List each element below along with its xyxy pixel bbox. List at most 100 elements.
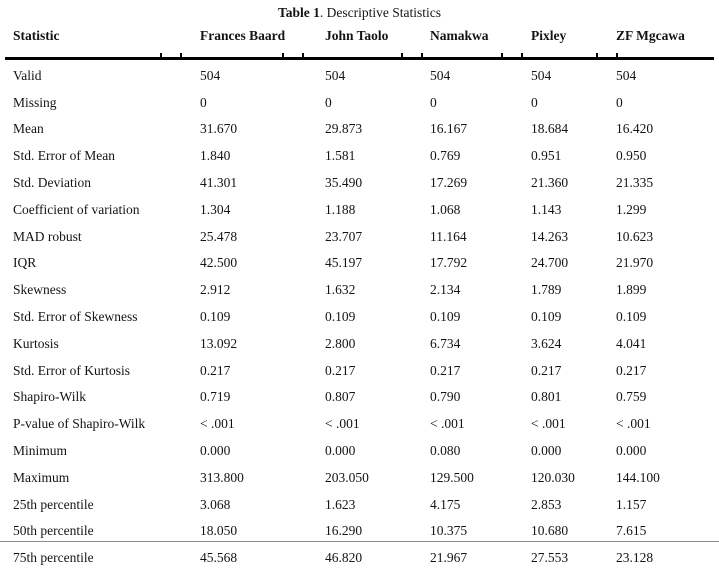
column-border-tick <box>160 53 162 57</box>
row-value: 1.899 <box>616 282 647 298</box>
row-value: 41.301 <box>200 175 238 191</box>
row-value: 0 <box>616 94 623 110</box>
row-value: 0.217 <box>430 362 461 378</box>
row-value: 0.217 <box>325 362 356 378</box>
header-rule <box>5 53 714 60</box>
table-row: 50th percentile 18.050 16.290 10.375 10.680 7… <box>0 517 719 544</box>
row-value: 0.217 <box>200 362 231 378</box>
row-value: 0.109 <box>200 308 231 324</box>
row-value: 504 <box>325 67 346 83</box>
row-value: 3.624 <box>531 335 562 351</box>
table-row: MAD robust 25.478 23.707 11.164 14.263 10.623 <box>0 223 719 250</box>
row-label: MAD robust <box>13 228 82 244</box>
row-label: Missing <box>13 94 57 110</box>
row-value: 1.143 <box>531 201 562 217</box>
row-value: < .001 <box>616 416 651 432</box>
row-value: 17.269 <box>430 175 468 191</box>
row-value: 13.092 <box>200 335 238 351</box>
row-value: 0.109 <box>531 308 562 324</box>
row-value: 4.175 <box>430 496 461 512</box>
table-row: IQR 42.500 45.197 17.792 24.700 21.970 <box>0 250 719 277</box>
row-value: 42.500 <box>200 255 238 271</box>
row-value: 7.615 <box>616 523 647 539</box>
table-body: Valid 504 504 504 504 504 Missing 0 0 0 0 0 Mean 31.6… <box>0 62 719 571</box>
table-title-number: Table 1 <box>277 5 320 20</box>
table-row: Std. Error of Kurtosis 0.217 0.217 0.217 0.2… <box>0 357 719 384</box>
row-value: 0 <box>430 94 437 110</box>
row-label: IQR <box>13 255 37 271</box>
column-header: John Taolo <box>325 28 389 43</box>
column-border-tick <box>616 53 618 57</box>
table-title: Table 1. Descriptive Statistics <box>0 4 719 21</box>
row-value: 21.967 <box>430 550 468 566</box>
table-row: Coefficient of variation 1.304 1.188 1.068 1… <box>0 196 719 223</box>
row-label: 25th percentile <box>13 496 94 512</box>
row-value: 504 <box>616 67 637 83</box>
row-value: 2.800 <box>325 335 356 351</box>
row-value: 31.670 <box>200 121 238 137</box>
row-value: 0.000 <box>531 442 562 458</box>
row-label: P-value of Shapiro-Wilk <box>13 416 146 432</box>
row-value: 0.109 <box>430 308 461 324</box>
row-value: 0.790 <box>430 389 461 405</box>
row-value: 0.759 <box>616 389 647 405</box>
row-value: 11.164 <box>430 228 467 244</box>
table-row: P-value of Shapiro-Wilk < .001 < .001 < .00… <box>0 410 719 437</box>
row-value: 4.041 <box>616 335 647 351</box>
row-value: 21.970 <box>616 255 654 271</box>
row-value: 10.680 <box>531 523 569 539</box>
row-value: 129.500 <box>430 469 474 485</box>
row-value: 29.873 <box>325 121 363 137</box>
row-value: < .001 <box>531 416 566 432</box>
table-row: 25th percentile 3.068 1.623 4.175 2.853 1.157 <box>0 491 719 518</box>
row-value: 25.478 <box>200 228 238 244</box>
row-value: 6.734 <box>430 335 461 351</box>
table-row: Mean 31.670 29.873 16.167 18.684 16.420 <box>0 116 719 143</box>
row-value: 1.840 <box>200 148 231 164</box>
row-value: 0.000 <box>200 442 231 458</box>
table-row: Minimum 0.000 0.000 0.080 0.000 0.000 <box>0 437 719 464</box>
row-label: Shapiro-Wilk <box>13 389 86 405</box>
row-value: 120.030 <box>531 469 575 485</box>
row-label: Maximum <box>13 469 70 485</box>
table-row: Skewness 2.912 1.632 2.134 1.789 1.899 <box>0 276 719 303</box>
row-label: Std. Error of Skewness <box>13 308 138 324</box>
row-value: 2.912 <box>200 282 231 298</box>
table-row: Maximum 313.800 203.050 129.500 120.030 144.1… <box>0 464 719 491</box>
row-value: 1.623 <box>325 496 356 512</box>
row-value: 1.299 <box>616 201 647 217</box>
table-title-text: . Descriptive Statistics <box>319 5 441 20</box>
row-value: 504 <box>531 67 552 83</box>
row-value: 1.581 <box>325 148 356 164</box>
column-border-tick <box>421 53 423 57</box>
row-value: 504 <box>200 67 221 83</box>
row-value: 2.134 <box>430 282 461 298</box>
column-border-tick <box>521 53 523 57</box>
row-value: 0 <box>200 94 207 110</box>
row-value: 1.789 <box>531 282 562 298</box>
table-row: Kurtosis 13.092 2.800 6.734 3.624 4.041 <box>0 330 719 357</box>
row-value: 2.853 <box>531 496 562 512</box>
column-header: Pixley <box>531 28 567 43</box>
row-value: 0.719 <box>200 389 231 405</box>
row-value: 23.707 <box>325 228 363 244</box>
table-row: Std. Deviation 41.301 35.490 17.269 21.360 21… <box>0 169 719 196</box>
row-value: 0.950 <box>616 148 647 164</box>
row-value: 16.167 <box>430 121 468 137</box>
row-value: 18.684 <box>531 121 569 137</box>
row-value: 24.700 <box>531 255 569 271</box>
column-border-tick <box>282 53 284 57</box>
row-value: 3.068 <box>200 496 231 512</box>
row-label: Std. Deviation <box>13 175 91 191</box>
column-border-tick <box>501 53 503 57</box>
row-value: 0.080 <box>430 442 461 458</box>
column-header-statistic: Statistic <box>13 28 60 43</box>
row-value: 45.197 <box>325 255 363 271</box>
last-row-separator <box>0 541 719 542</box>
row-value: 0.951 <box>531 148 562 164</box>
row-value: 1.157 <box>616 496 647 512</box>
row-value: 21.360 <box>531 175 569 191</box>
row-value: 0.109 <box>616 308 647 324</box>
column-border-tick <box>302 53 304 57</box>
